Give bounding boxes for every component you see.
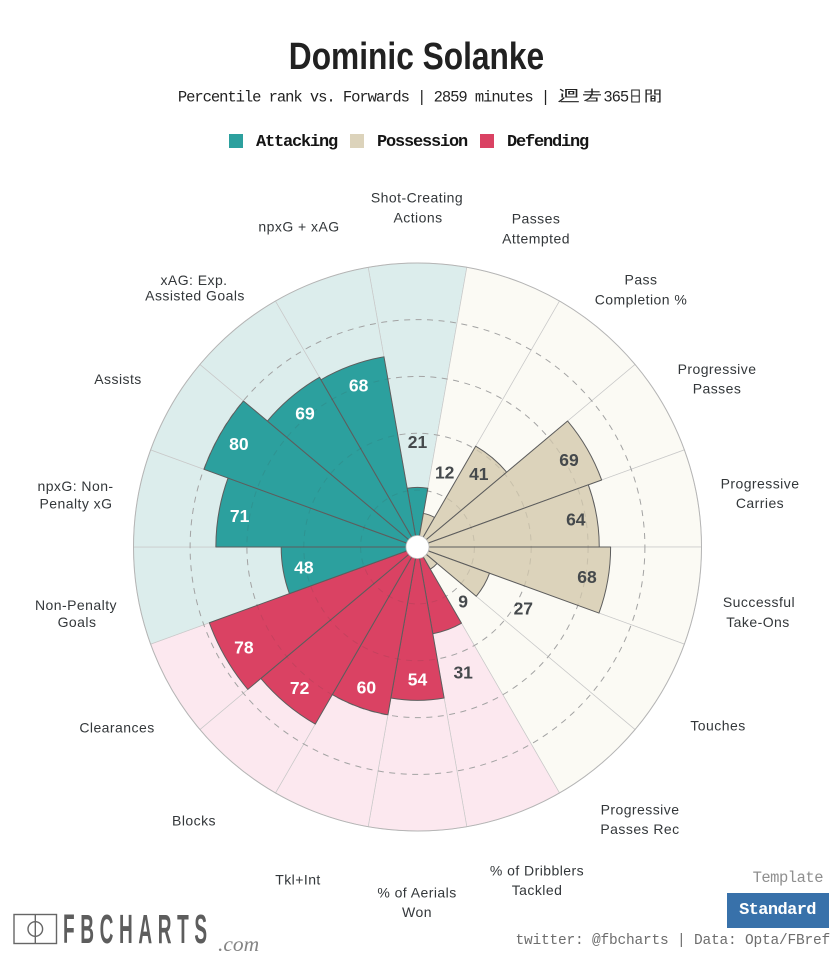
svg-text:69: 69 <box>559 450 579 470</box>
svg-text:Assisted Goals: Assisted Goals <box>145 288 245 304</box>
svg-text:9: 9 <box>458 592 468 612</box>
svg-text:% of Aerials: % of Aerials <box>377 885 456 901</box>
svg-text:Passes: Passes <box>693 381 742 397</box>
svg-text:31: 31 <box>453 663 473 683</box>
svg-text:Progressive: Progressive <box>678 361 757 377</box>
svg-text:60: 60 <box>357 678 377 698</box>
svg-text:21: 21 <box>408 432 428 452</box>
svg-text:% of Dribblers: % of Dribblers <box>490 863 584 879</box>
svg-text:Progressive: Progressive <box>601 802 680 818</box>
svg-text:Pass: Pass <box>625 272 658 288</box>
svg-text:Take-Ons: Take-Ons <box>726 614 790 630</box>
svg-text:Assists: Assists <box>94 371 142 387</box>
svg-text:Non-Penalty: Non-Penalty <box>35 597 117 613</box>
svg-text:69: 69 <box>295 403 315 423</box>
svg-text:npxG: Non-: npxG: Non- <box>37 478 113 494</box>
svg-text:FBCHARTS: FBCHARTS <box>63 910 213 952</box>
svg-text:Passes Rec: Passes Rec <box>600 821 679 837</box>
svg-text:Tackled: Tackled <box>512 882 563 898</box>
svg-text:48: 48 <box>294 557 314 577</box>
svg-text:Attempted: Attempted <box>502 231 570 247</box>
svg-text:27: 27 <box>514 598 533 618</box>
svg-text:Carries: Carries <box>736 495 784 511</box>
svg-text:Progressive: Progressive <box>721 476 800 492</box>
svg-text:xAG: Exp.: xAG: Exp. <box>160 272 227 288</box>
svg-text:Completion %: Completion % <box>595 292 688 308</box>
svg-text:npxG + xAG: npxG + xAG <box>258 219 339 235</box>
svg-text:Shot-Creating: Shot-Creating <box>371 190 463 206</box>
svg-text:68: 68 <box>577 567 597 587</box>
svg-text:Blocks: Blocks <box>172 813 216 829</box>
svg-text:54: 54 <box>408 670 428 690</box>
svg-text:Successful: Successful <box>723 594 795 610</box>
svg-text:78: 78 <box>234 638 254 658</box>
svg-text:Passes: Passes <box>512 211 561 227</box>
svg-text:Actions: Actions <box>393 210 442 226</box>
svg-text:71: 71 <box>230 506 250 526</box>
svg-text:72: 72 <box>290 678 310 698</box>
svg-text:Clearances: Clearances <box>79 720 154 736</box>
svg-text:Won: Won <box>402 904 432 920</box>
svg-text:Touches: Touches <box>690 718 745 734</box>
svg-text:64: 64 <box>566 509 586 529</box>
svg-text:41: 41 <box>469 464 489 484</box>
svg-text:80: 80 <box>229 434 249 454</box>
svg-text:Goals: Goals <box>58 614 97 630</box>
svg-text:Tkl+Int: Tkl+Int <box>275 872 321 888</box>
svg-text:Penalty xG: Penalty xG <box>40 496 113 512</box>
svg-text:12: 12 <box>435 463 455 483</box>
svg-text:68: 68 <box>349 376 369 396</box>
